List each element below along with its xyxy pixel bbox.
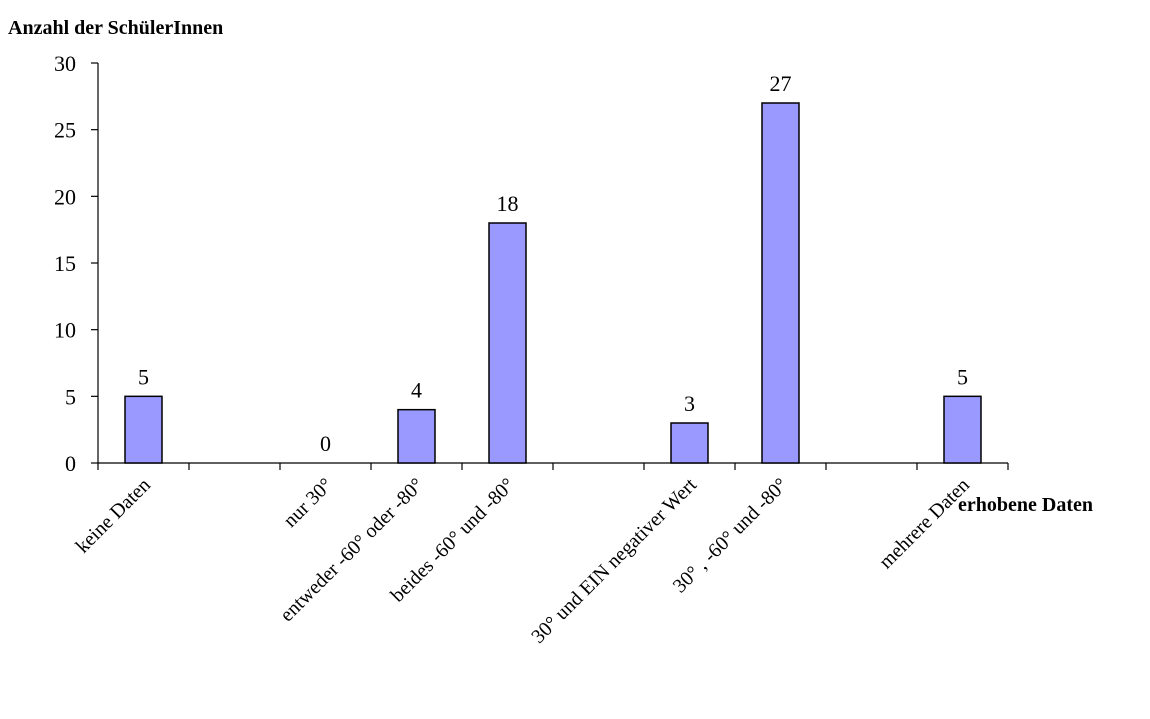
data-label: 0: [320, 431, 331, 456]
data-label: 18: [497, 191, 519, 216]
x-axis-title: erhobene Daten: [958, 494, 1093, 516]
category-label: nur 30°: [279, 474, 337, 532]
y-tick-label: 20: [54, 184, 76, 209]
bar: [488, 222, 527, 464]
bar: [670, 422, 709, 464]
y-ticks: 0 5 10 15 20 25 30: [54, 51, 98, 476]
y-tick-label: 15: [54, 251, 76, 276]
category-label: mehrere Daten: [875, 474, 974, 573]
category-label: keine Daten: [72, 474, 155, 557]
data-label: 5: [138, 364, 149, 389]
y-tick-label: 0: [65, 451, 76, 476]
data-label: 3: [684, 391, 695, 416]
y-axis-title: Anzahl der SchülerInnen: [8, 17, 223, 39]
category-label: 30° und EIN negativer Wert: [527, 474, 701, 648]
y-tick-label: 5: [65, 384, 76, 409]
bar: [124, 395, 163, 464]
category-labels: keine Daten nur 30°entweder -60° oder -80…: [72, 474, 974, 648]
x-ticks: [97, 463, 1009, 470]
data-label: 5: [957, 364, 968, 389]
data-labels: 5 0 4 18 3 27 5: [138, 71, 968, 456]
bars: [124, 102, 982, 464]
bar: [761, 102, 800, 464]
bar: [397, 408, 436, 464]
bar: [943, 395, 982, 464]
y-tick-label: 25: [54, 118, 76, 143]
y-tick-label: 30: [54, 51, 76, 76]
y-tick-label: 10: [54, 318, 76, 343]
data-label: 27: [770, 71, 792, 96]
data-label: 4: [411, 378, 422, 403]
